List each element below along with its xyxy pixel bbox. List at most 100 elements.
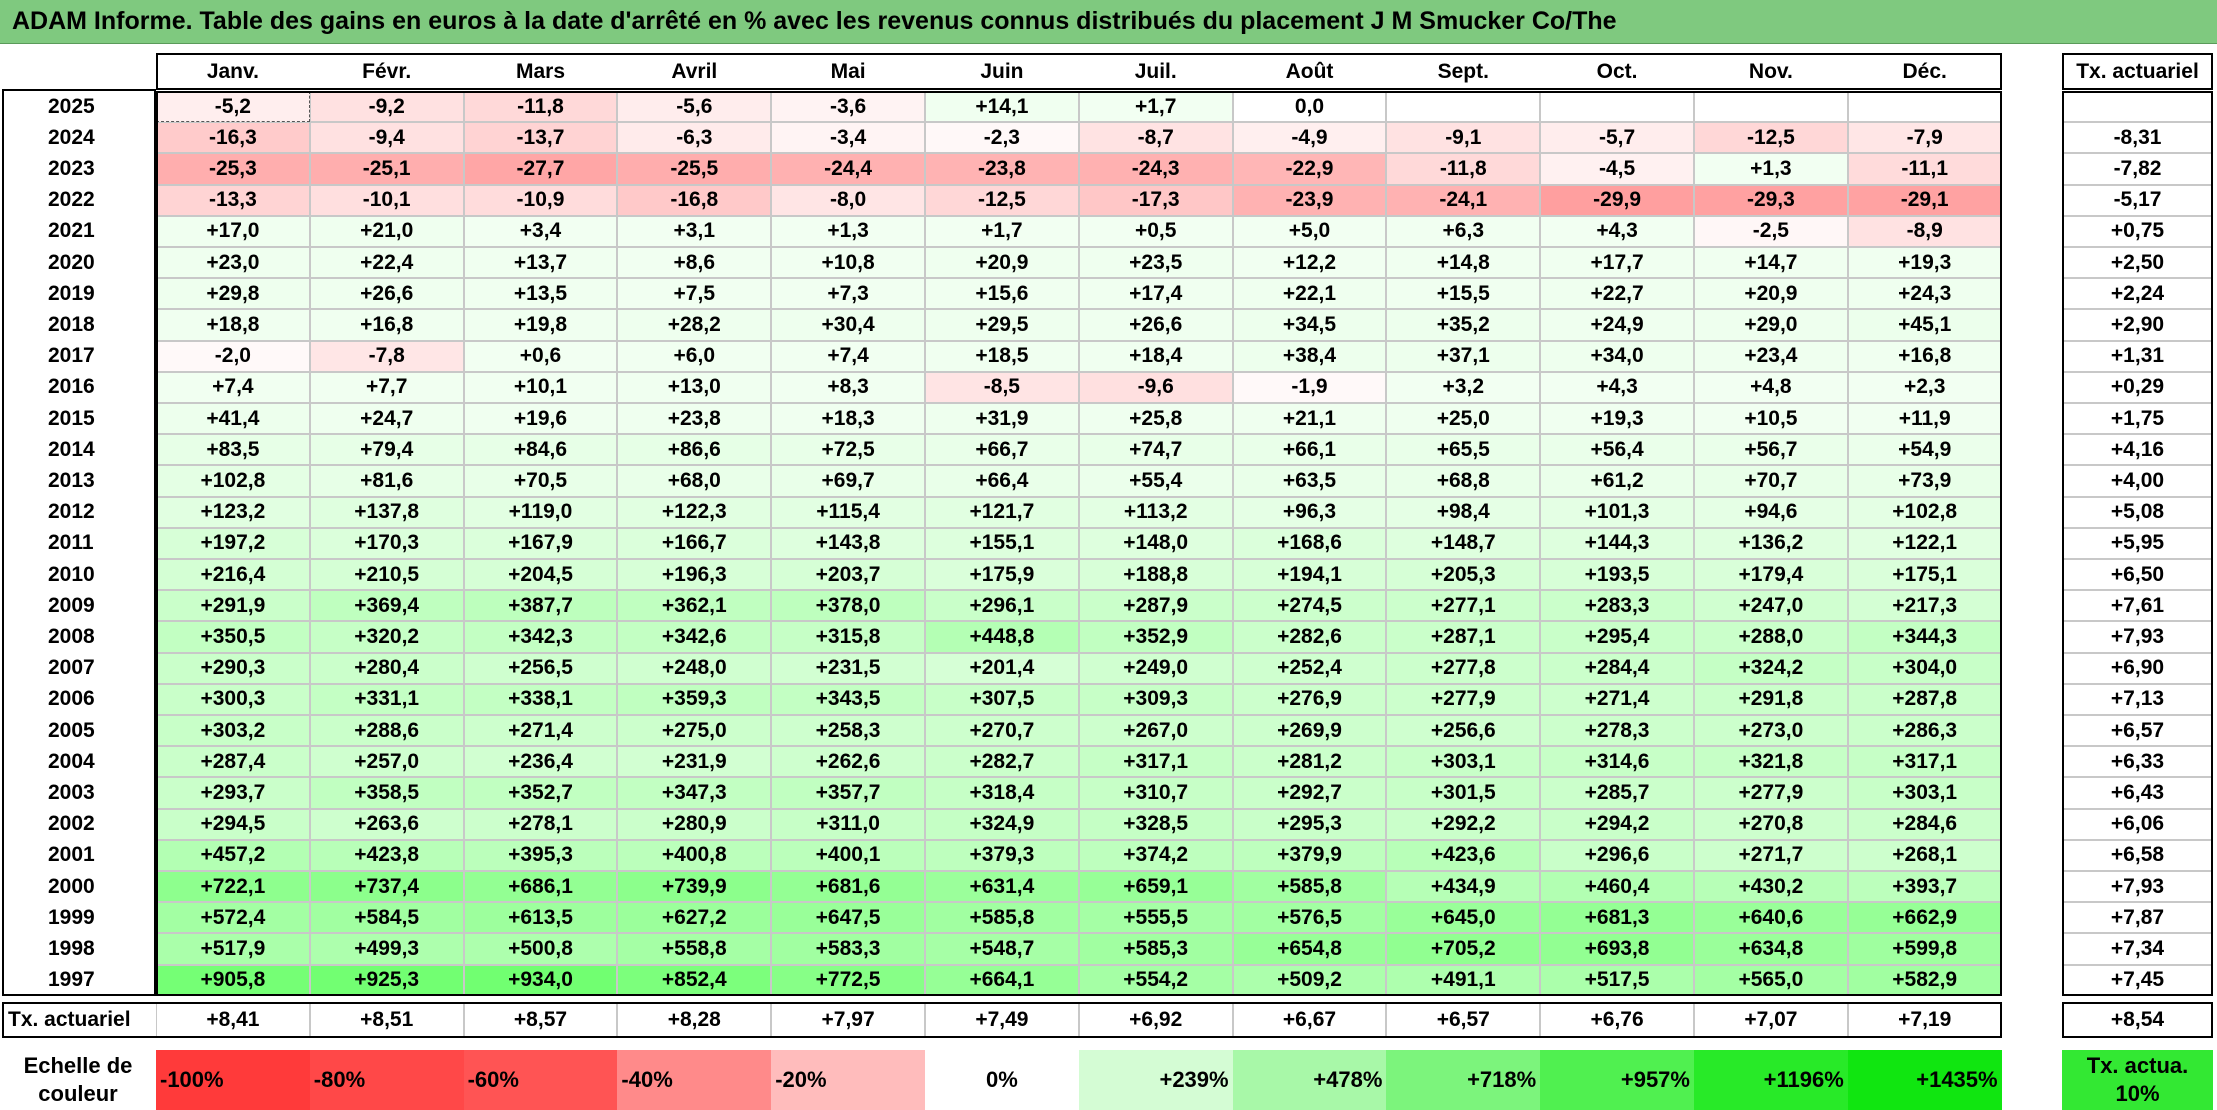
heatmap-cell: +291,9 (156, 590, 310, 622)
heatmap-cell: +14,1 (925, 91, 1079, 123)
heatmap-cell: +22,7 (1540, 278, 1694, 310)
month-header: Août (1232, 53, 1387, 90)
year-label: 1999 (0, 902, 156, 934)
heatmap-cell: +69,7 (771, 465, 925, 497)
heatmap-cell: +19,3 (1540, 403, 1694, 435)
heatmap-cell: +68,0 (617, 465, 772, 497)
year-label: 2020 (0, 247, 156, 279)
month-rate-cell: +8,57 (463, 1001, 618, 1038)
heatmap-cell: +281,2 (1232, 746, 1387, 778)
heatmap-cell: +148,7 (1386, 527, 1541, 559)
heatmap-cell: -25,3 (156, 153, 310, 185)
heatmap-cell: -16,8 (617, 184, 772, 216)
heatmap-cell: +54,9 (1847, 434, 2002, 466)
heatmap-cell: +29,0 (1694, 309, 1848, 341)
heatmap-cell: +28,2 (617, 309, 772, 341)
heatmap-cell: +34,0 (1540, 340, 1694, 372)
color-scale-swatch: +718% (1386, 1049, 1541, 1110)
year-label: 2009 (0, 590, 156, 622)
heatmap-cell: -23,8 (925, 153, 1079, 185)
color-scale-swatch: +239% (1078, 1049, 1233, 1110)
month-header: Oct. (1540, 53, 1694, 90)
heatmap-cell: +294,2 (1540, 808, 1694, 840)
heatmap-cell: +204,5 (463, 559, 618, 591)
heatmap-cell: +434,9 (1386, 871, 1541, 903)
heatmap-cell: +362,1 (617, 590, 772, 622)
heatmap-cell: +63,5 (1232, 465, 1387, 497)
year-rate-cell: -5,17 (2062, 184, 2213, 216)
heatmap-cell: +269,9 (1232, 715, 1387, 747)
heatmap-cell: +352,7 (463, 777, 618, 809)
year-label: 2013 (0, 465, 156, 497)
year-rate-cell: +1,75 (2062, 403, 2213, 435)
heatmap-cell: +155,1 (925, 527, 1079, 559)
heatmap-cell: +324,2 (1694, 652, 1848, 684)
month-header: Juin (925, 53, 1079, 90)
month-rate-cell: +6,67 (1232, 1001, 1387, 1038)
heatmap-cell: 0,0 (1232, 91, 1387, 123)
year-rate-cell: +2,24 (2062, 278, 2213, 310)
heatmap-cell: +13,5 (463, 278, 618, 310)
heatmap-cell: +66,1 (1232, 434, 1387, 466)
heatmap-cell: +1,7 (925, 215, 1079, 247)
heatmap-cell (1386, 91, 1541, 123)
heatmap-cell: +321,8 (1694, 746, 1848, 778)
heatmap-cell: +16,8 (309, 309, 464, 341)
heatmap-cell: +654,8 (1232, 933, 1387, 965)
heatmap-cell: +274,5 (1232, 590, 1387, 622)
heatmap-cell: +287,8 (1847, 683, 2002, 715)
year-rate-cell: +5,95 (2062, 527, 2213, 559)
heatmap-cell: -7,8 (309, 340, 464, 372)
heatmap-cell: +4,3 (1540, 215, 1694, 247)
heatmap-cell: +387,7 (463, 590, 618, 622)
heatmap-cell: -24,1 (1386, 184, 1541, 216)
heatmap-cell: +25,8 (1078, 403, 1233, 435)
heatmap-cell: +18,3 (771, 403, 925, 435)
heatmap-cell: +29,8 (156, 278, 310, 310)
heatmap-cell: +18,8 (156, 309, 310, 341)
heatmap-cell: +275,0 (617, 715, 772, 747)
heatmap-cell: +271,7 (1694, 839, 1848, 871)
heatmap-cell: +288,6 (309, 715, 464, 747)
heatmap-cell: +70,5 (463, 465, 618, 497)
month-header: Nov. (1694, 53, 1848, 90)
heatmap-cell: +284,6 (1847, 808, 2002, 840)
month-rate-cell: +6,76 (1540, 1001, 1694, 1038)
heatmap-cell: +56,7 (1694, 434, 1848, 466)
heatmap-cell: -5,6 (617, 91, 772, 123)
heatmap-cell: +277,9 (1694, 777, 1848, 809)
heatmap-cell: -9,2 (309, 91, 464, 123)
heatmap-cell: +317,1 (1078, 746, 1233, 778)
heatmap-cell: +10,5 (1694, 403, 1848, 435)
heatmap-cell: +45,1 (1847, 309, 2002, 341)
heatmap-cell: +277,1 (1386, 590, 1541, 622)
heatmap-cell: +258,3 (771, 715, 925, 747)
heatmap-cell: +393,7 (1847, 871, 2002, 903)
heatmap-cell: +20,9 (1694, 278, 1848, 310)
heatmap-cell: +1,3 (1694, 153, 1848, 185)
heatmap-cell: +81,6 (309, 465, 464, 497)
heatmap-cell: +645,0 (1386, 902, 1541, 934)
heatmap-cell: +681,3 (1540, 902, 1694, 934)
year-rate-cell: +5,08 (2062, 496, 2213, 528)
month-rate-cell: +8,41 (156, 1001, 310, 1038)
heatmap-cell: +13,0 (617, 371, 772, 403)
heatmap-cell: +13,7 (463, 247, 618, 279)
heatmap-cell: +137,8 (309, 496, 464, 528)
heatmap-cell: -12,5 (1694, 122, 1848, 154)
heatmap-cell: +288,0 (1694, 621, 1848, 653)
heatmap-cell: -8,0 (771, 184, 925, 216)
heatmap-cell: +285,7 (1540, 777, 1694, 809)
heatmap-cell: +693,8 (1540, 933, 1694, 965)
year-rate-cell: +6,90 (2062, 652, 2213, 684)
heatmap-cell: +583,3 (771, 933, 925, 965)
heatmap-cell: +41,4 (156, 403, 310, 435)
heatmap-cell: +517,9 (156, 933, 310, 965)
heatmap-cell: +278,1 (463, 808, 618, 840)
heatmap-cell: +1,7 (1078, 91, 1233, 123)
heatmap-cell: +270,7 (925, 715, 1079, 747)
heatmap-cell: +282,7 (925, 746, 1079, 778)
year-label: 2024 (0, 122, 156, 154)
heatmap-cell: +280,9 (617, 808, 772, 840)
heatmap-cell: +400,1 (771, 839, 925, 871)
